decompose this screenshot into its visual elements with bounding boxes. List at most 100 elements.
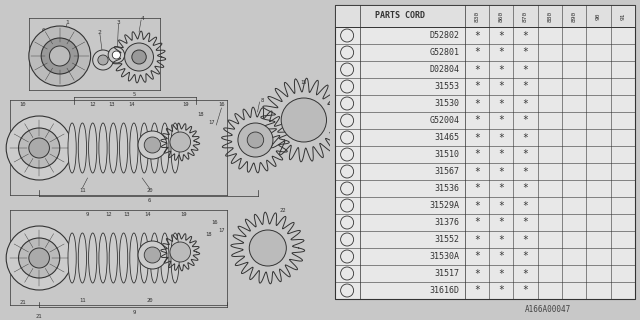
Text: *: * <box>523 132 529 142</box>
Text: 14: 14 <box>129 101 135 107</box>
Text: 22: 22 <box>280 207 287 212</box>
Ellipse shape <box>99 233 107 283</box>
Text: *: * <box>499 252 504 261</box>
Text: 31536: 31536 <box>435 184 460 193</box>
Ellipse shape <box>130 123 138 173</box>
Text: *: * <box>474 285 480 295</box>
Text: *: * <box>523 149 529 159</box>
Circle shape <box>249 230 286 266</box>
Text: 16: 16 <box>344 271 351 276</box>
Text: D02804: D02804 <box>430 65 460 74</box>
Text: 11: 11 <box>79 188 86 193</box>
Circle shape <box>6 116 72 180</box>
Text: 31517: 31517 <box>435 269 460 278</box>
Text: D52802: D52802 <box>430 31 460 40</box>
Text: *: * <box>499 201 504 211</box>
Circle shape <box>19 128 60 168</box>
Text: 4: 4 <box>345 84 349 89</box>
Text: PARTS CORD: PARTS CORD <box>374 12 425 20</box>
Text: *: * <box>499 30 504 41</box>
Text: 31510: 31510 <box>435 150 460 159</box>
Text: 3: 3 <box>116 20 120 25</box>
Text: *: * <box>523 183 529 194</box>
Circle shape <box>247 132 264 148</box>
Ellipse shape <box>78 123 86 173</box>
Circle shape <box>340 216 354 229</box>
Ellipse shape <box>78 233 86 283</box>
Text: *: * <box>474 218 480 228</box>
Text: 9: 9 <box>86 212 89 217</box>
Circle shape <box>138 241 167 269</box>
Text: 21: 21 <box>36 314 42 318</box>
Text: 15: 15 <box>344 254 351 259</box>
Text: *: * <box>523 116 529 125</box>
Circle shape <box>29 138 49 158</box>
Circle shape <box>144 247 161 263</box>
Text: 870: 870 <box>523 10 528 22</box>
Text: 1: 1 <box>345 33 349 38</box>
Circle shape <box>98 55 108 65</box>
Text: 6: 6 <box>345 118 349 123</box>
Ellipse shape <box>140 123 148 173</box>
Text: *: * <box>523 82 529 92</box>
Circle shape <box>281 98 326 142</box>
Ellipse shape <box>130 233 138 283</box>
Circle shape <box>340 250 354 263</box>
Text: *: * <box>499 82 504 92</box>
Text: 3: 3 <box>345 67 349 72</box>
Text: 15: 15 <box>301 79 307 84</box>
Circle shape <box>29 26 91 86</box>
Text: 9: 9 <box>345 152 349 157</box>
Text: 6: 6 <box>148 197 151 203</box>
Circle shape <box>340 63 354 76</box>
Text: *: * <box>523 201 529 211</box>
Ellipse shape <box>171 233 179 283</box>
Circle shape <box>340 165 354 178</box>
Text: *: * <box>474 30 480 41</box>
Text: *: * <box>523 166 529 177</box>
Text: 90: 90 <box>596 12 601 20</box>
Text: 6: 6 <box>42 28 45 33</box>
Text: 5: 5 <box>132 92 136 97</box>
Text: 12: 12 <box>344 203 351 208</box>
Text: *: * <box>499 183 504 194</box>
Text: *: * <box>499 116 504 125</box>
Text: 31465: 31465 <box>435 133 460 142</box>
Text: 17: 17 <box>344 288 351 293</box>
Text: *: * <box>499 99 504 108</box>
Text: *: * <box>474 132 480 142</box>
Text: *: * <box>523 65 529 75</box>
Text: G52004: G52004 <box>430 116 460 125</box>
Ellipse shape <box>120 123 128 173</box>
Circle shape <box>41 38 78 74</box>
Text: 11: 11 <box>344 186 351 191</box>
Text: *: * <box>499 65 504 75</box>
Circle shape <box>144 137 161 153</box>
Text: 91: 91 <box>620 12 625 20</box>
Text: 19: 19 <box>180 212 187 217</box>
Circle shape <box>125 43 154 71</box>
Text: *: * <box>523 99 529 108</box>
Text: 9: 9 <box>132 309 136 315</box>
Text: *: * <box>474 201 480 211</box>
Circle shape <box>132 50 147 64</box>
Text: 18: 18 <box>198 113 204 117</box>
Circle shape <box>19 238 60 278</box>
Text: 2: 2 <box>345 50 349 55</box>
Text: *: * <box>474 268 480 278</box>
Text: *: * <box>474 116 480 125</box>
Ellipse shape <box>171 123 179 173</box>
Circle shape <box>6 226 72 290</box>
Text: *: * <box>499 166 504 177</box>
Text: 860: 860 <box>499 10 504 22</box>
Text: *: * <box>523 235 529 244</box>
Text: 31530: 31530 <box>435 99 460 108</box>
Text: 890: 890 <box>572 10 577 22</box>
Ellipse shape <box>150 123 159 173</box>
Text: 19: 19 <box>182 101 189 107</box>
Text: 16: 16 <box>211 220 218 225</box>
Ellipse shape <box>161 123 169 173</box>
Circle shape <box>340 97 354 110</box>
Text: *: * <box>523 30 529 41</box>
Text: 31376: 31376 <box>435 218 460 227</box>
